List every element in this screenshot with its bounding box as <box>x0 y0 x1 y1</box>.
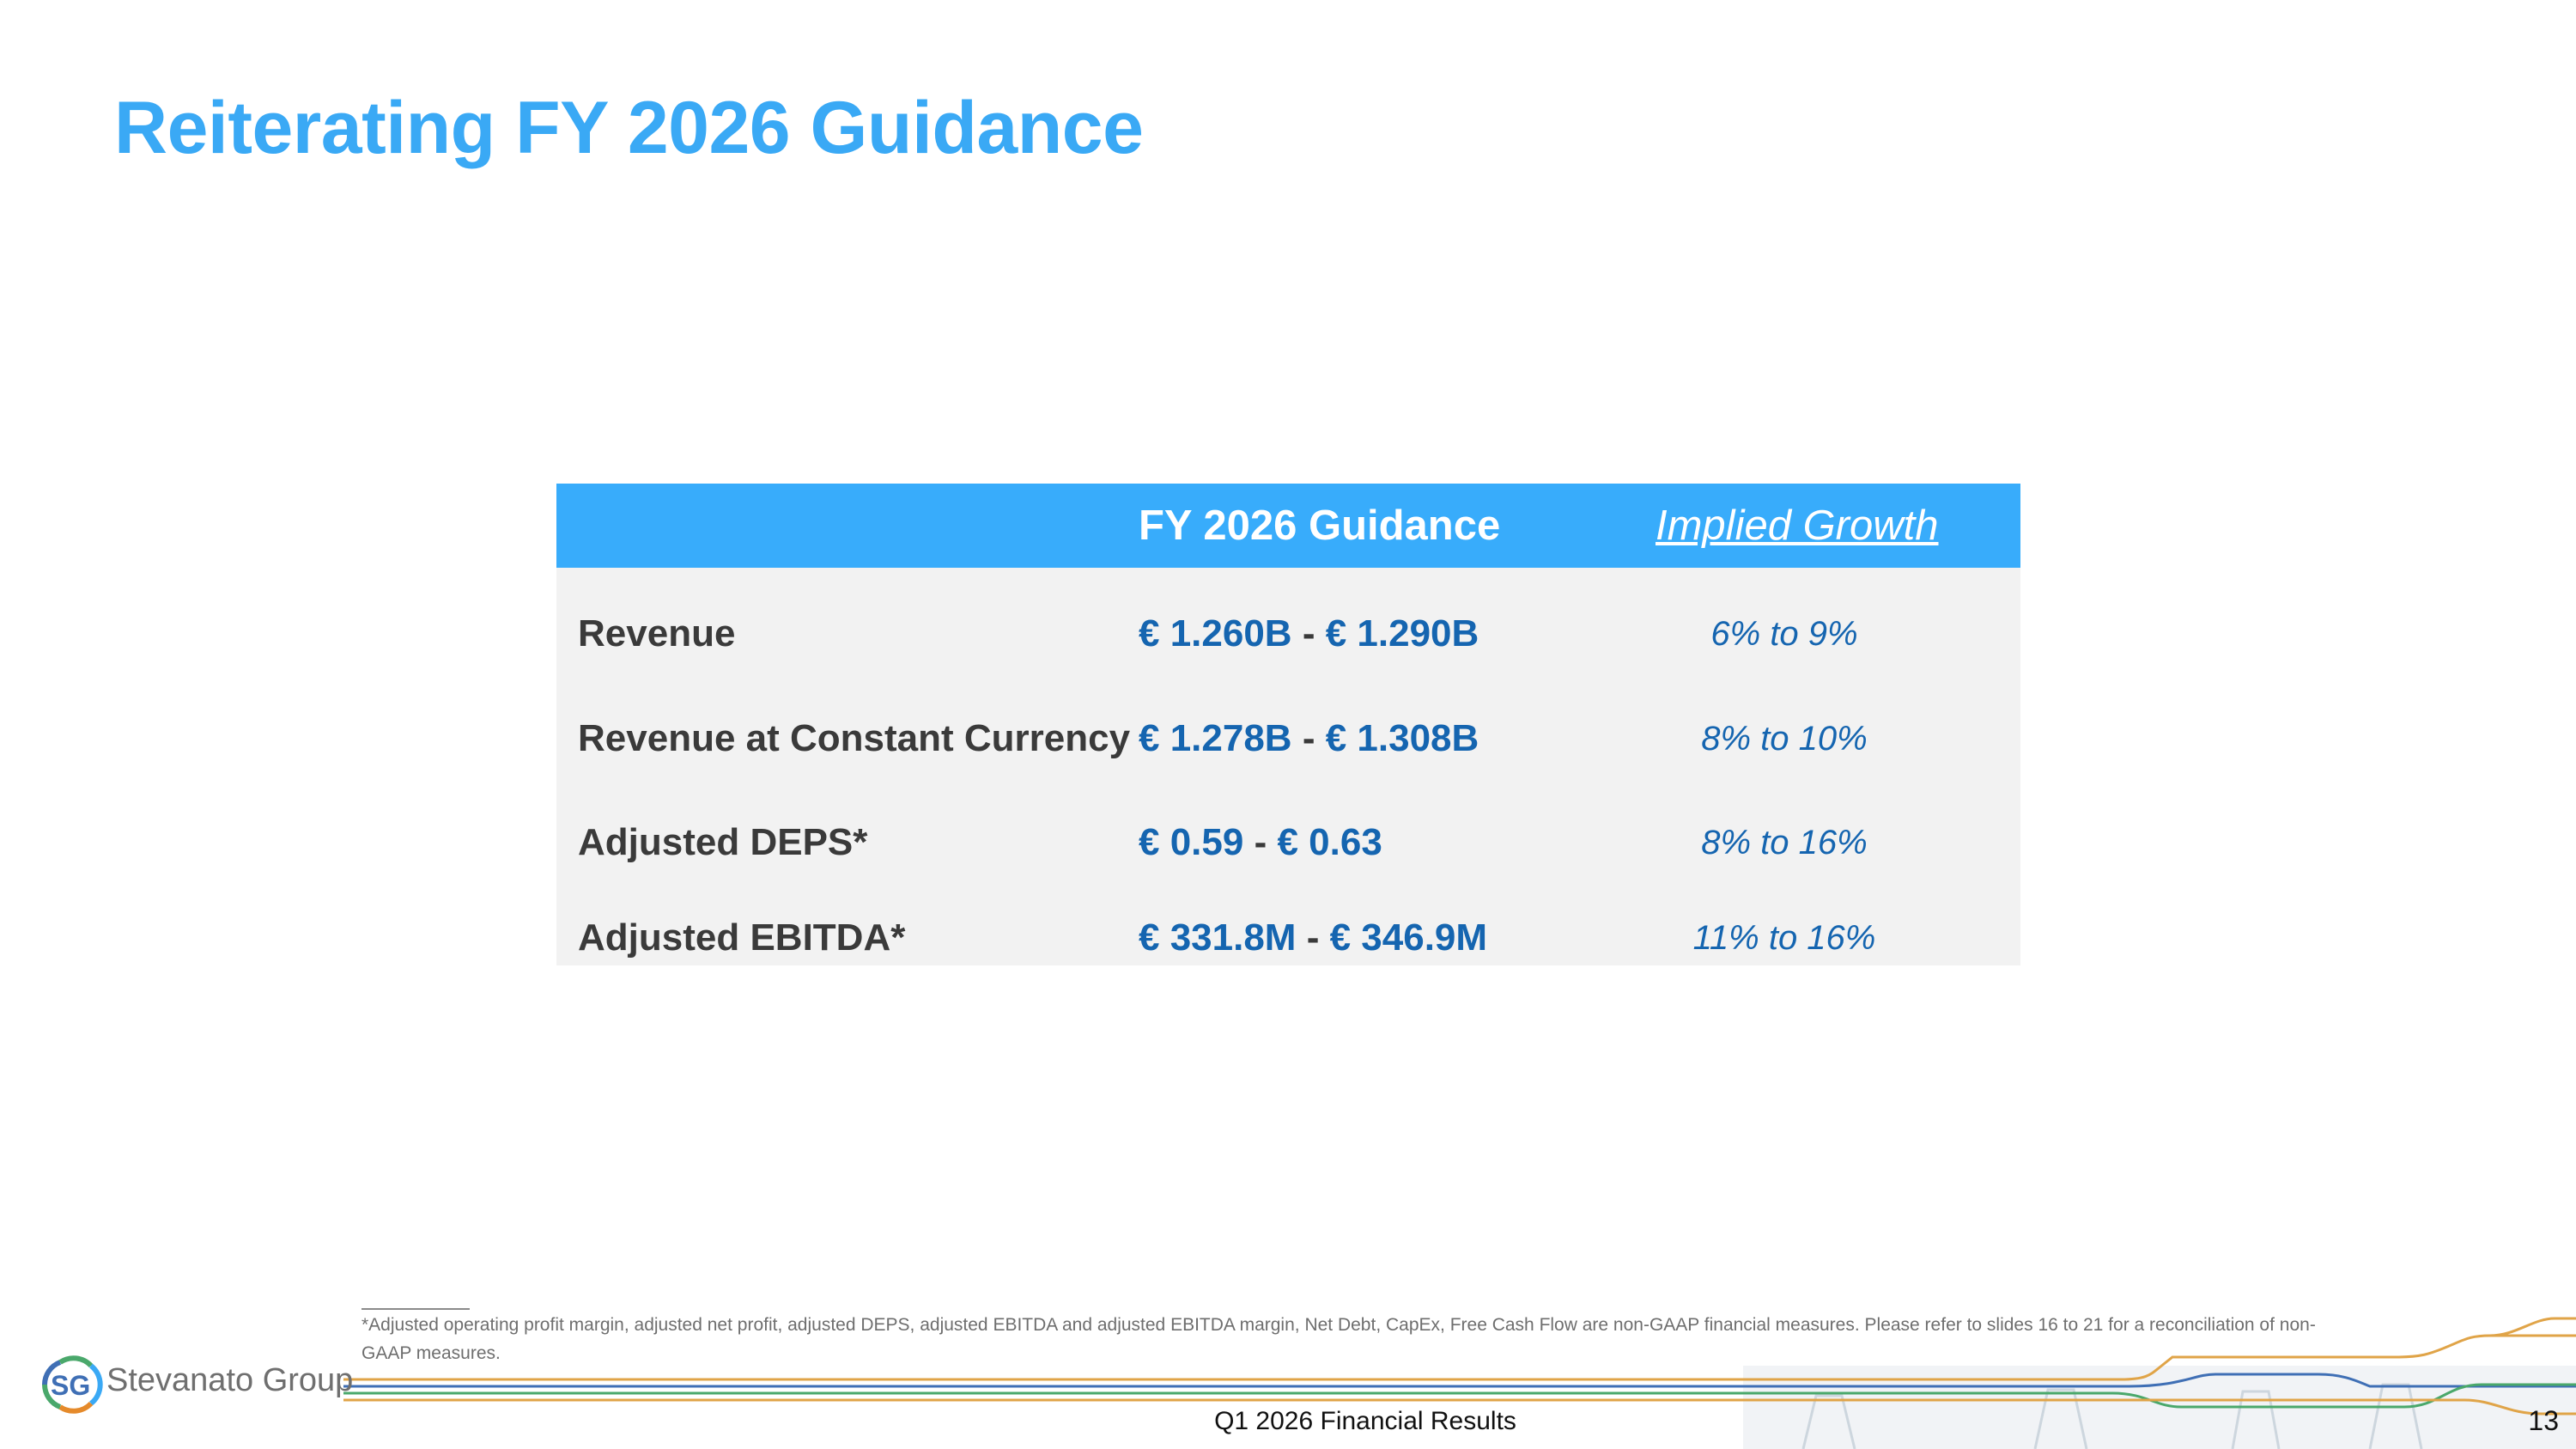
range-separator: - <box>1302 717 1315 759</box>
row-guidance-value: € 1.260B - € 1.290B <box>1139 595 1479 673</box>
table-row: Adjusted EBITDA* € 331.8M - € 346.9M 11%… <box>556 899 2020 977</box>
row-implied-growth: 6% to 9% <box>1710 615 1858 653</box>
row-implied-growth: 11% to 16% <box>1692 919 1876 957</box>
slide-title: Reiterating FY 2026 Guidance <box>114 87 1144 169</box>
footer-title: Q1 2026 Financial Results <box>1214 1407 1516 1435</box>
guidance-high: € 0.63 <box>1277 821 1382 863</box>
table-row: Revenue € 1.260B - € 1.290B 6% to 9% <box>556 595 2020 673</box>
guidance-table: FY 2026 Guidance Implied Growth Revenue … <box>556 484 2020 965</box>
row-label: Adjusted DEPS* <box>578 821 868 863</box>
range-separator: - <box>1302 612 1315 654</box>
svg-text:SG: SG <box>51 1370 90 1401</box>
row-guidance-value: € 331.8M - € 346.9M <box>1139 899 1487 977</box>
row-guidance-value: € 0.59 - € 0.63 <box>1139 804 1382 881</box>
decorative-footer-lines <box>343 1317 2576 1449</box>
page-number: 13 <box>2528 1405 2559 1436</box>
guidance-high: € 1.290B <box>1325 612 1479 654</box>
row-implied-growth: 8% to 10% <box>1701 720 1868 758</box>
guidance-high: € 1.308B <box>1325 717 1479 759</box>
stevanato-group-logo: SG <box>42 1355 103 1414</box>
footnote: *Adjusted operating profit margin, adjus… <box>361 1315 2316 1363</box>
row-label: Revenue at Constant Currency <box>578 717 1131 759</box>
header-fy2026-guidance: FY 2026 Guidance <box>1139 502 1501 549</box>
guidance-low: € 331.8M <box>1139 916 1297 959</box>
table-row: Revenue at Constant Currency € 1.278B - … <box>556 700 2020 777</box>
range-separator: - <box>1306 916 1320 959</box>
guidance-low: € 1.278B <box>1139 717 1292 759</box>
logo-wordmark: Stevanato Group <box>106 1362 354 1398</box>
footnote-divider <box>361 1308 470 1310</box>
row-label: Revenue <box>578 612 736 654</box>
range-separator: - <box>1254 821 1267 863</box>
guidance-low: € 0.59 <box>1139 821 1244 863</box>
row-label: Adjusted EBITDA* <box>578 916 906 959</box>
guidance-high: € 346.9M <box>1329 916 1488 959</box>
header-implied-growth: Implied Growth <box>1656 502 1939 549</box>
guidance-low: € 1.260B <box>1139 612 1292 654</box>
row-guidance-value: € 1.278B - € 1.308B <box>1139 700 1479 777</box>
table-header: FY 2026 Guidance Implied Growth <box>556 484 2020 568</box>
table-row: Adjusted DEPS* € 0.59 - € 0.63 8% to 16% <box>556 804 2020 881</box>
row-implied-growth: 8% to 16% <box>1701 824 1868 861</box>
